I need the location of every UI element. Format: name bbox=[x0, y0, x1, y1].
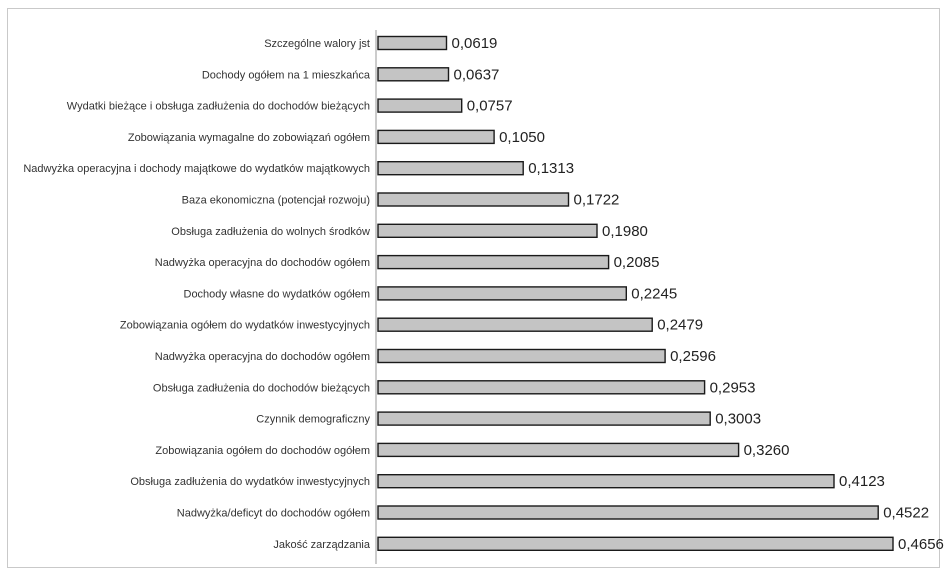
category-label: Nadwyżka operacyjna i dochody majątkowe … bbox=[23, 163, 370, 175]
category-label: Obsługa zadłużenia do wydatków inwestycy… bbox=[130, 476, 370, 488]
category-label: Dochody ogółem na 1 mieszkańca bbox=[202, 69, 371, 81]
value-label: 0,1050 bbox=[499, 129, 545, 146]
bar bbox=[377, 35, 448, 51]
category-label: Dochody własne do wydatków ogółem bbox=[184, 288, 371, 300]
value-label: 0,2953 bbox=[710, 379, 756, 396]
category-label: Nadwyżka/deficyt do dochodów ogółem bbox=[177, 508, 370, 520]
bar bbox=[377, 505, 879, 520]
category-label: Zobowiązania wymagalne do zobowiązań ogó… bbox=[128, 132, 370, 144]
bar bbox=[377, 254, 610, 270]
bar bbox=[377, 474, 835, 489]
value-label: 0,4123 bbox=[839, 473, 885, 490]
value-label: 0,2479 bbox=[657, 317, 703, 334]
bar bbox=[377, 67, 450, 82]
bar bbox=[377, 380, 706, 395]
value-label: 0,1313 bbox=[528, 160, 574, 177]
category-label: Jakość zarządzania bbox=[273, 539, 370, 551]
value-label: 0,3260 bbox=[744, 442, 790, 459]
category-label: Nadwyżka operacyjna do dochodów ogółem bbox=[155, 351, 370, 363]
bar bbox=[377, 286, 628, 301]
bar bbox=[377, 129, 495, 145]
category-label: Zobowiązania ogółem do wydatków inwestyc… bbox=[120, 320, 370, 332]
category-label: Nadwyżka operacyjna do dochodów ogółem bbox=[155, 257, 370, 269]
value-label: 0,2245 bbox=[631, 285, 677, 302]
value-label: 0,3003 bbox=[715, 411, 761, 428]
value-label: 0,1722 bbox=[574, 192, 620, 209]
bar bbox=[377, 411, 711, 426]
value-label: 0,0637 bbox=[454, 66, 500, 83]
value-label: 0,2085 bbox=[614, 254, 660, 271]
value-label: 0,4656 bbox=[898, 536, 944, 553]
category-label: Szczególne walory jst bbox=[264, 38, 370, 50]
value-label: 0,2596 bbox=[670, 348, 716, 365]
value-label: 0,0619 bbox=[452, 35, 498, 52]
value-label: 0,0757 bbox=[467, 98, 513, 115]
category-label: Zobowiązania ogółem do dochodów ogółem bbox=[155, 445, 370, 457]
value-label: 0,4522 bbox=[883, 505, 929, 522]
category-label: Obsługa zadłużenia do wolnych środków bbox=[171, 226, 370, 238]
bars-group bbox=[377, 35, 894, 551]
category-labels-group: Szczególne walory jst Dochody ogółem na 1… bbox=[23, 38, 371, 551]
bar bbox=[377, 223, 598, 239]
bar bbox=[377, 348, 666, 364]
bar bbox=[377, 98, 463, 113]
category-label: Czynnik demograficzny bbox=[256, 414, 370, 426]
bar bbox=[377, 192, 570, 207]
category-label: Baza ekonomiczna (potencjał rozwoju) bbox=[182, 195, 370, 207]
bar bbox=[377, 317, 653, 332]
bar bbox=[377, 442, 740, 458]
bar bbox=[377, 160, 524, 176]
value-label: 0,1980 bbox=[602, 223, 648, 240]
category-label: Obsługa zadłużenia do dochodów bieżących bbox=[153, 382, 370, 394]
bar bbox=[377, 536, 894, 551]
category-label: Wydatki bieżące i obsługa zadłużenia do … bbox=[67, 101, 370, 113]
